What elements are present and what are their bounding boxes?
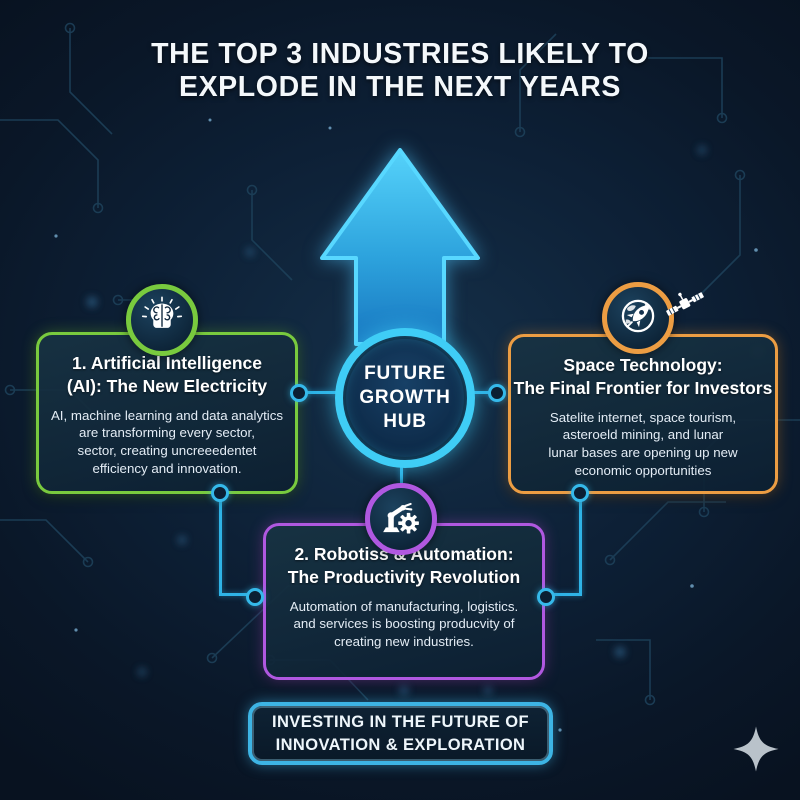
connector-node xyxy=(537,588,555,606)
connector-right-vertical xyxy=(579,497,582,594)
connector-node xyxy=(571,484,589,502)
satellite-icon xyxy=(662,283,708,330)
connector-left-horizontal xyxy=(219,593,251,596)
hub-label-line2: GROWTH xyxy=(359,386,451,408)
page-title: THE TOP 3 INDUSTRIES LIKELY TO EXPLODE I… xyxy=(0,38,800,104)
card-space-body: Satelite internet, space tourism, astero… xyxy=(548,409,738,478)
sparkle-icon xyxy=(732,725,780,778)
footer-banner-line1: INVESTING IN THE FUTURE OF xyxy=(272,713,529,732)
card-robotics-body: Automation of manufacturing, logistics. … xyxy=(289,598,519,650)
robotics-icon-circle xyxy=(365,483,437,555)
connector-node xyxy=(211,484,229,502)
connector-hub-down xyxy=(400,456,403,486)
card-ai-body: AI, machine learning and data analytics … xyxy=(50,407,284,476)
card-space-title: Space Technology: The Final Frontier for… xyxy=(513,355,773,398)
rocket-globe-icon xyxy=(615,293,661,344)
card-artificial-intelligence: 1. Artificial Intelligence (AI): The New… xyxy=(36,332,298,494)
connector-node xyxy=(290,384,308,402)
hub-label-line3: HUB xyxy=(383,411,427,433)
hub-label: FUTURE GROWTH HUB xyxy=(359,362,450,435)
connector-node xyxy=(246,588,264,606)
page-title-line1: THE TOP 3 INDUSTRIES LIKELY TO xyxy=(151,38,649,70)
footer-banner-line2: INNOVATION & EXPLORATION xyxy=(275,735,526,754)
hub-label-line1: FUTURE xyxy=(364,362,446,384)
page-title-line2: EXPLODE IN THE NEXT YEARS xyxy=(178,71,622,104)
robot-arm-gear-icon xyxy=(379,495,423,544)
connector-right-horizontal xyxy=(550,593,582,596)
growth-arrow-icon xyxy=(320,148,480,346)
connector-hub-left xyxy=(304,391,342,394)
card-space-technology: Space Technology: The Final Frontier for… xyxy=(508,334,778,494)
footer-banner: INVESTING IN THE FUTURE OF INNOVATION & … xyxy=(248,702,553,765)
ai-icon-circle xyxy=(126,284,198,356)
brain-icon xyxy=(140,296,184,345)
connector-hub-right xyxy=(460,391,490,394)
card-ai-title: 1. Artificial Intelligence (AI): The New… xyxy=(66,353,268,396)
future-growth-hub: FUTURE GROWTH HUB xyxy=(335,328,475,468)
space-icon-circle xyxy=(602,282,674,354)
connector-node xyxy=(488,384,506,402)
connector-left-vertical xyxy=(219,497,222,594)
